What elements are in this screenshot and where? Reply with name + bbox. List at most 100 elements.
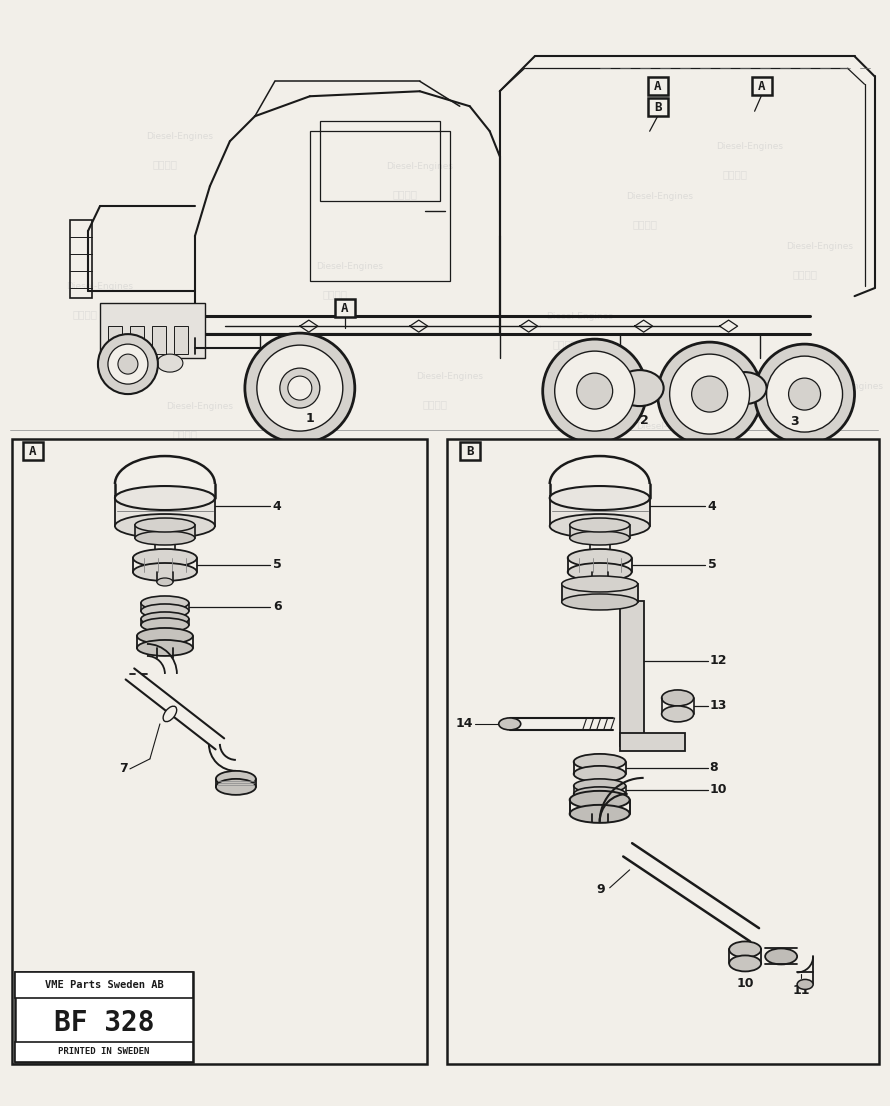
Bar: [447, 439, 878, 1064]
Ellipse shape: [133, 549, 197, 567]
Ellipse shape: [98, 334, 158, 394]
Text: Diesel-Engines: Diesel-Engines: [716, 142, 783, 150]
Text: 紫发动力: 紫发动力: [632, 219, 657, 229]
Text: Diesel-Engines: Diesel-Engines: [316, 981, 384, 990]
Ellipse shape: [692, 376, 728, 413]
Text: Diesel-Engines: Diesel-Engines: [417, 372, 483, 380]
Text: Diesel-Engines: Diesel-Engines: [816, 382, 883, 390]
Bar: [619, 601, 643, 745]
Ellipse shape: [570, 531, 629, 545]
Text: 紫发动力: 紫发动力: [773, 709, 797, 719]
Text: 10: 10: [736, 978, 754, 990]
Text: Diesel-Engines: Diesel-Engines: [766, 681, 833, 690]
Text: VME Parts Sweden AB: VME Parts Sweden AB: [44, 980, 164, 990]
Text: Diesel-Engines: Diesel-Engines: [316, 262, 384, 271]
Text: Diesel-Engines: Diesel-Engines: [566, 1011, 633, 1020]
Text: 7: 7: [119, 762, 128, 775]
Text: Diesel-Engines: Diesel-Engines: [636, 421, 703, 430]
Bar: [648, 77, 668, 95]
Ellipse shape: [570, 518, 629, 532]
Ellipse shape: [279, 368, 320, 408]
Ellipse shape: [570, 805, 629, 823]
Ellipse shape: [137, 628, 193, 644]
Ellipse shape: [574, 754, 626, 770]
Ellipse shape: [157, 354, 183, 372]
Text: 4: 4: [273, 500, 281, 512]
Text: Diesel-Engines: Diesel-Engines: [166, 401, 233, 410]
Text: 1: 1: [305, 411, 314, 425]
Ellipse shape: [797, 980, 813, 990]
Bar: [310, 132, 449, 281]
Bar: [570, 525, 629, 538]
Ellipse shape: [574, 786, 626, 801]
Text: 5: 5: [273, 559, 281, 572]
Text: 紫发动力: 紫发动力: [422, 399, 448, 409]
Text: 紫发动力: 紫发动力: [592, 629, 617, 639]
Ellipse shape: [562, 594, 637, 611]
Text: 14: 14: [456, 718, 473, 730]
Text: Diesel-Engines: Diesel-Engines: [67, 282, 134, 291]
Text: A: A: [29, 445, 36, 458]
Text: 紫发动力: 紫发动力: [93, 729, 117, 739]
Text: 紫发动力: 紫发动力: [552, 340, 578, 349]
Ellipse shape: [115, 514, 214, 538]
Ellipse shape: [661, 706, 693, 722]
Ellipse shape: [216, 779, 255, 795]
Text: 紫发动力: 紫发动力: [72, 310, 97, 320]
Text: Diesel-Engines: Diesel-Engines: [386, 161, 453, 170]
Text: 紫发动力: 紫发动力: [822, 409, 847, 419]
Text: 紫发动力: 紫发动力: [722, 169, 747, 179]
Ellipse shape: [570, 791, 629, 808]
Text: Diesel-Engines: Diesel-Engines: [627, 191, 693, 200]
Text: BF 328: BF 328: [53, 1009, 154, 1036]
Ellipse shape: [118, 354, 138, 374]
Ellipse shape: [568, 563, 632, 581]
Text: 紫发动力: 紫发动力: [572, 1039, 597, 1048]
Bar: [751, 77, 772, 95]
Ellipse shape: [141, 612, 189, 626]
Ellipse shape: [616, 371, 664, 406]
Ellipse shape: [789, 378, 821, 410]
Text: 4: 4: [708, 500, 716, 512]
Ellipse shape: [765, 949, 797, 964]
Text: 9: 9: [596, 884, 604, 896]
Ellipse shape: [592, 578, 608, 586]
Ellipse shape: [216, 771, 255, 786]
Bar: [460, 442, 480, 460]
Ellipse shape: [114, 353, 146, 373]
Ellipse shape: [723, 372, 766, 404]
Ellipse shape: [287, 376, 312, 400]
Bar: [562, 584, 637, 602]
Text: A: A: [758, 80, 765, 93]
Text: 紫发动力: 紫发动力: [643, 449, 668, 459]
Text: 紫发动力: 紫发动力: [792, 269, 817, 279]
Text: 11: 11: [792, 984, 810, 998]
Bar: [130, 326, 144, 354]
Text: Diesel-Engines: Diesel-Engines: [86, 701, 153, 710]
Text: Diesel-Engines: Diesel-Engines: [166, 901, 233, 910]
Bar: [15, 972, 193, 1062]
Text: 12: 12: [709, 655, 727, 667]
Text: Diesel-Engines: Diesel-Engines: [786, 242, 853, 251]
Ellipse shape: [141, 618, 189, 632]
Bar: [108, 326, 122, 354]
Text: A: A: [341, 302, 349, 314]
Text: 8: 8: [709, 761, 718, 774]
Ellipse shape: [729, 941, 761, 958]
Ellipse shape: [133, 563, 197, 581]
Ellipse shape: [141, 596, 189, 611]
Text: 5: 5: [708, 559, 716, 572]
Text: 紫发动力: 紫发动力: [392, 189, 417, 199]
Text: A: A: [654, 80, 661, 93]
Text: PRINTED IN SWEDEN: PRINTED IN SWEDEN: [58, 1047, 150, 1056]
Ellipse shape: [543, 340, 647, 444]
Text: 紫发动力: 紫发动力: [322, 1009, 347, 1019]
Ellipse shape: [554, 351, 635, 431]
Text: Diesel-Engines: Diesel-Engines: [466, 822, 533, 831]
Ellipse shape: [498, 718, 521, 730]
Text: 2: 2: [640, 414, 649, 427]
Text: 紫发动力: 紫发动力: [173, 429, 198, 439]
Bar: [15, 972, 193, 998]
Bar: [12, 439, 427, 1064]
Text: B: B: [466, 445, 473, 458]
